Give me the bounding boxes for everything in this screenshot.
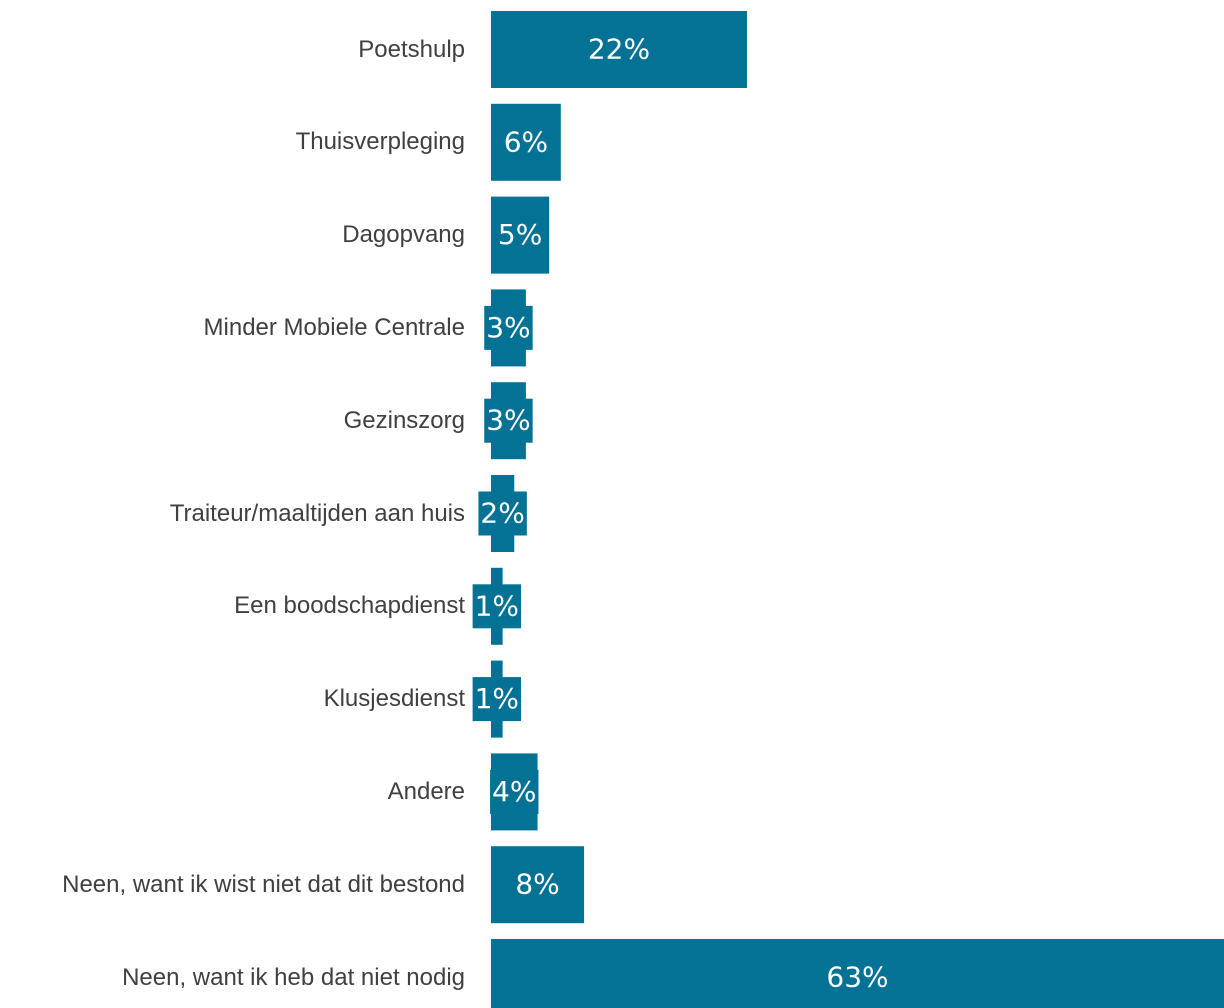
value-label-bg: [824, 955, 891, 1000]
category-label: Neen, want ik wist niet dat dit bestond: [62, 870, 465, 898]
value-label-bg: [472, 677, 522, 722]
category-label: Minder Mobiele Centrale: [203, 313, 465, 341]
value-label-bg: [585, 27, 653, 72]
value-label: 1%: [475, 682, 519, 715]
value-label: 8%: [515, 868, 559, 901]
value-label: 22%: [588, 33, 650, 66]
value-label: 3%: [486, 404, 530, 437]
value-label-bg: [472, 584, 522, 629]
value-label: 5%: [498, 218, 542, 251]
value-label-bg: [478, 491, 527, 536]
value-label-bg: [484, 398, 533, 443]
value-label: 2%: [480, 497, 524, 530]
category-label: Dagopvang: [342, 221, 465, 249]
value-label-bg: [495, 213, 545, 258]
category-label: Klusjesdienst: [323, 685, 465, 713]
value-label: 63%: [826, 961, 888, 994]
value-label-bg: [490, 769, 539, 814]
value-label: 6%: [504, 125, 548, 158]
value-label-bg: [501, 120, 551, 165]
category-label: Poetshulp: [358, 35, 465, 63]
category-label: Andere: [387, 777, 465, 805]
value-label-bg: [513, 862, 562, 907]
category-label: Gezinszorg: [343, 406, 465, 434]
category-label: Thuisverpleging: [295, 128, 465, 156]
value-label-bg: [484, 305, 533, 350]
category-label: Traiteur/maaltijden aan huis: [169, 499, 465, 527]
value-label: 1%: [475, 589, 519, 622]
category-label: Een boodschapdienst: [234, 592, 465, 620]
value-label: 3%: [486, 311, 530, 344]
value-label: 4%: [492, 775, 536, 808]
category-label: Neen, want ik heb dat niet nodig: [122, 963, 465, 991]
